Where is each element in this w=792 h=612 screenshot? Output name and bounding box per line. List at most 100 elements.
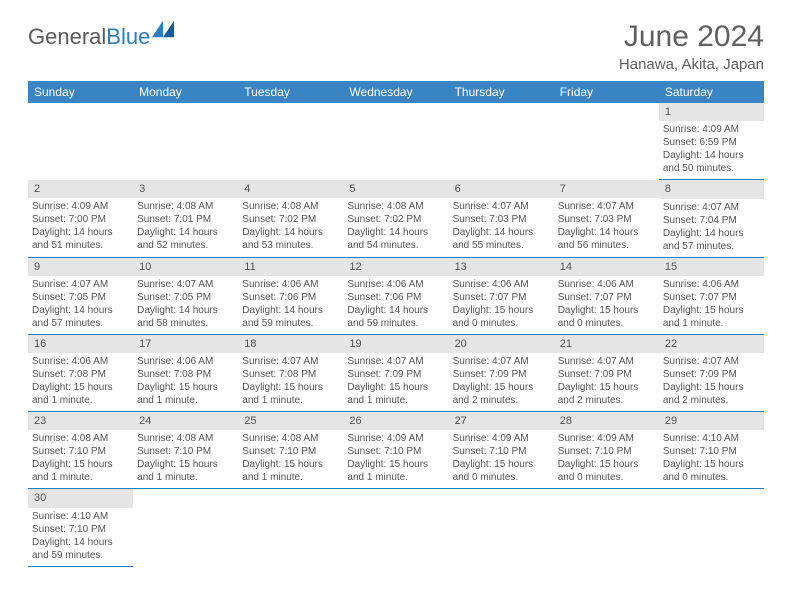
day-number: 15 <box>659 258 764 276</box>
day-details: Sunrise: 4:09 AMSunset: 6:59 PMDaylight:… <box>663 123 760 175</box>
day-details: Sunrise: 4:08 AMSunset: 7:01 PMDaylight:… <box>137 200 234 252</box>
day-number: 12 <box>343 258 448 276</box>
location-subtitle: Hanawa, Akita, Japan <box>619 56 764 73</box>
daylight-text: Daylight: 15 hours and 1 minute. <box>137 458 234 484</box>
day-details: Sunrise: 4:07 AMSunset: 7:09 PMDaylight:… <box>453 355 550 407</box>
brand-name-part1: General <box>28 24 106 49</box>
calendar-cell <box>133 489 238 566</box>
calendar-cell: 22Sunrise: 4:07 AMSunset: 7:09 PMDayligh… <box>659 334 764 411</box>
sunrise-text: Sunrise: 4:07 AM <box>558 355 655 368</box>
calendar-week-row: 2Sunrise: 4:09 AMSunset: 7:00 PMDaylight… <box>28 180 764 257</box>
day-number: 4 <box>238 180 343 198</box>
day-details: Sunrise: 4:08 AMSunset: 7:02 PMDaylight:… <box>347 200 444 252</box>
day-number: 30 <box>28 489 133 507</box>
day-number: 28 <box>554 412 659 430</box>
day-number: 6 <box>449 180 554 198</box>
sunset-text: Sunset: 7:10 PM <box>137 445 234 458</box>
daylight-text: Daylight: 15 hours and 1 minute. <box>32 458 129 484</box>
daylight-text: Daylight: 14 hours and 53 minutes. <box>242 226 339 252</box>
day-details: Sunrise: 4:07 AMSunset: 7:09 PMDaylight:… <box>347 355 444 407</box>
day-details: Sunrise: 4:06 AMSunset: 7:06 PMDaylight:… <box>242 278 339 330</box>
daylight-text: Daylight: 15 hours and 1 minute. <box>137 381 234 407</box>
day-number: 19 <box>343 335 448 353</box>
day-number: 8 <box>659 180 764 198</box>
calendar-cell <box>554 489 659 566</box>
sunrise-text: Sunrise: 4:06 AM <box>32 355 129 368</box>
calendar-cell: 20Sunrise: 4:07 AMSunset: 7:09 PMDayligh… <box>449 334 554 411</box>
daylight-text: Daylight: 15 hours and 2 minutes. <box>453 381 550 407</box>
calendar-cell: 4Sunrise: 4:08 AMSunset: 7:02 PMDaylight… <box>238 180 343 257</box>
sunrise-text: Sunrise: 4:08 AM <box>347 200 444 213</box>
daylight-text: Daylight: 14 hours and 52 minutes. <box>137 226 234 252</box>
brand-name: GeneralBlue <box>28 24 150 50</box>
weekday-header: Saturday <box>659 81 764 103</box>
sunset-text: Sunset: 7:07 PM <box>558 291 655 304</box>
brand-name-part2: Blue <box>106 24 150 49</box>
sunrise-text: Sunrise: 4:08 AM <box>242 432 339 445</box>
sunset-text: Sunset: 7:05 PM <box>137 291 234 304</box>
calendar-week-row: 1 Sunrise: 4:09 AMSunset: 6:59 PMDaylight… <box>28 103 764 180</box>
day-number: 2 <box>28 180 133 198</box>
sunrise-text: Sunrise: 4:06 AM <box>558 278 655 291</box>
calendar-week-row: 30 Sunrise: 4:10 AMSunset: 7:10 PMDayligh… <box>28 489 764 566</box>
day-details: Sunrise: 4:07 AMSunset: 7:03 PMDaylight:… <box>558 200 655 252</box>
calendar-cell: 17Sunrise: 4:06 AMSunset: 7:08 PMDayligh… <box>133 334 238 411</box>
sunrise-text: Sunrise: 4:06 AM <box>347 278 444 291</box>
day-number: 5 <box>343 180 448 198</box>
daylight-text: Daylight: 14 hours and 59 minutes. <box>242 304 339 330</box>
sunset-text: Sunset: 7:08 PM <box>137 368 234 381</box>
sunrise-text: Sunrise: 4:07 AM <box>453 200 550 213</box>
sunrise-text: Sunrise: 4:09 AM <box>558 432 655 445</box>
sunset-text: Sunset: 7:10 PM <box>347 445 444 458</box>
weekday-header: Tuesday <box>238 81 343 103</box>
calendar-cell: 30 Sunrise: 4:10 AMSunset: 7:10 PMDayligh… <box>28 489 133 566</box>
sunset-text: Sunset: 7:09 PM <box>558 368 655 381</box>
sunrise-text: Sunrise: 4:07 AM <box>663 355 760 368</box>
sunset-text: Sunset: 7:02 PM <box>347 213 444 226</box>
calendar-cell: 27Sunrise: 4:09 AMSunset: 7:10 PMDayligh… <box>449 412 554 489</box>
calendar-cell: 23Sunrise: 4:08 AMSunset: 7:10 PMDayligh… <box>28 412 133 489</box>
sunset-text: Sunset: 7:10 PM <box>453 445 550 458</box>
day-number: 16 <box>28 335 133 353</box>
daylight-text: Daylight: 14 hours and 58 minutes. <box>137 304 234 330</box>
daylight-text: Daylight: 15 hours and 0 minutes. <box>663 458 760 484</box>
calendar-cell <box>343 489 448 566</box>
calendar-cell <box>343 103 448 180</box>
daylight-text: Daylight: 15 hours and 1 minute. <box>347 458 444 484</box>
day-number: 29 <box>659 412 764 430</box>
sunset-text: Sunset: 7:09 PM <box>663 368 760 381</box>
day-number: 18 <box>238 335 343 353</box>
sunrise-text: Sunrise: 4:07 AM <box>137 278 234 291</box>
calendar-cell: 14Sunrise: 4:06 AMSunset: 7:07 PMDayligh… <box>554 257 659 334</box>
day-number: 25 <box>238 412 343 430</box>
daylight-text: Daylight: 14 hours and 59 minutes. <box>32 536 129 562</box>
calendar-table: SundayMondayTuesdayWednesdayThursdayFrid… <box>28 81 764 567</box>
day-details: Sunrise: 4:08 AMSunset: 7:10 PMDaylight:… <box>32 432 129 484</box>
sunrise-text: Sunrise: 4:06 AM <box>137 355 234 368</box>
sunset-text: Sunset: 6:59 PM <box>663 136 760 149</box>
sunset-text: Sunset: 7:09 PM <box>347 368 444 381</box>
day-number: 1 <box>659 103 764 121</box>
calendar-cell: 18Sunrise: 4:07 AMSunset: 7:08 PMDayligh… <box>238 334 343 411</box>
day-details: Sunrise: 4:10 AMSunset: 7:10 PMDaylight:… <box>32 510 129 562</box>
sunset-text: Sunset: 7:07 PM <box>453 291 550 304</box>
daylight-text: Daylight: 14 hours and 59 minutes. <box>347 304 444 330</box>
sunset-text: Sunset: 7:00 PM <box>32 213 129 226</box>
sunrise-text: Sunrise: 4:08 AM <box>137 200 234 213</box>
day-details: Sunrise: 4:10 AMSunset: 7:10 PMDaylight:… <box>663 432 760 484</box>
sunset-text: Sunset: 7:01 PM <box>137 213 234 226</box>
sunset-text: Sunset: 7:09 PM <box>453 368 550 381</box>
sunset-text: Sunset: 7:05 PM <box>32 291 129 304</box>
title-block: June 2024 Hanawa, Akita, Japan <box>619 20 764 73</box>
day-number: 21 <box>554 335 659 353</box>
daylight-text: Daylight: 15 hours and 2 minutes. <box>558 381 655 407</box>
sunset-text: Sunset: 7:10 PM <box>242 445 339 458</box>
calendar-cell: 28Sunrise: 4:09 AMSunset: 7:10 PMDayligh… <box>554 412 659 489</box>
calendar-cell: 26Sunrise: 4:09 AMSunset: 7:10 PMDayligh… <box>343 412 448 489</box>
calendar-cell <box>659 489 764 566</box>
sunrise-text: Sunrise: 4:06 AM <box>453 278 550 291</box>
daylight-text: Daylight: 15 hours and 1 minute. <box>242 458 339 484</box>
day-number: 22 <box>659 335 764 353</box>
day-details: Sunrise: 4:06 AMSunset: 7:07 PMDaylight:… <box>453 278 550 330</box>
sunrise-text: Sunrise: 4:07 AM <box>453 355 550 368</box>
